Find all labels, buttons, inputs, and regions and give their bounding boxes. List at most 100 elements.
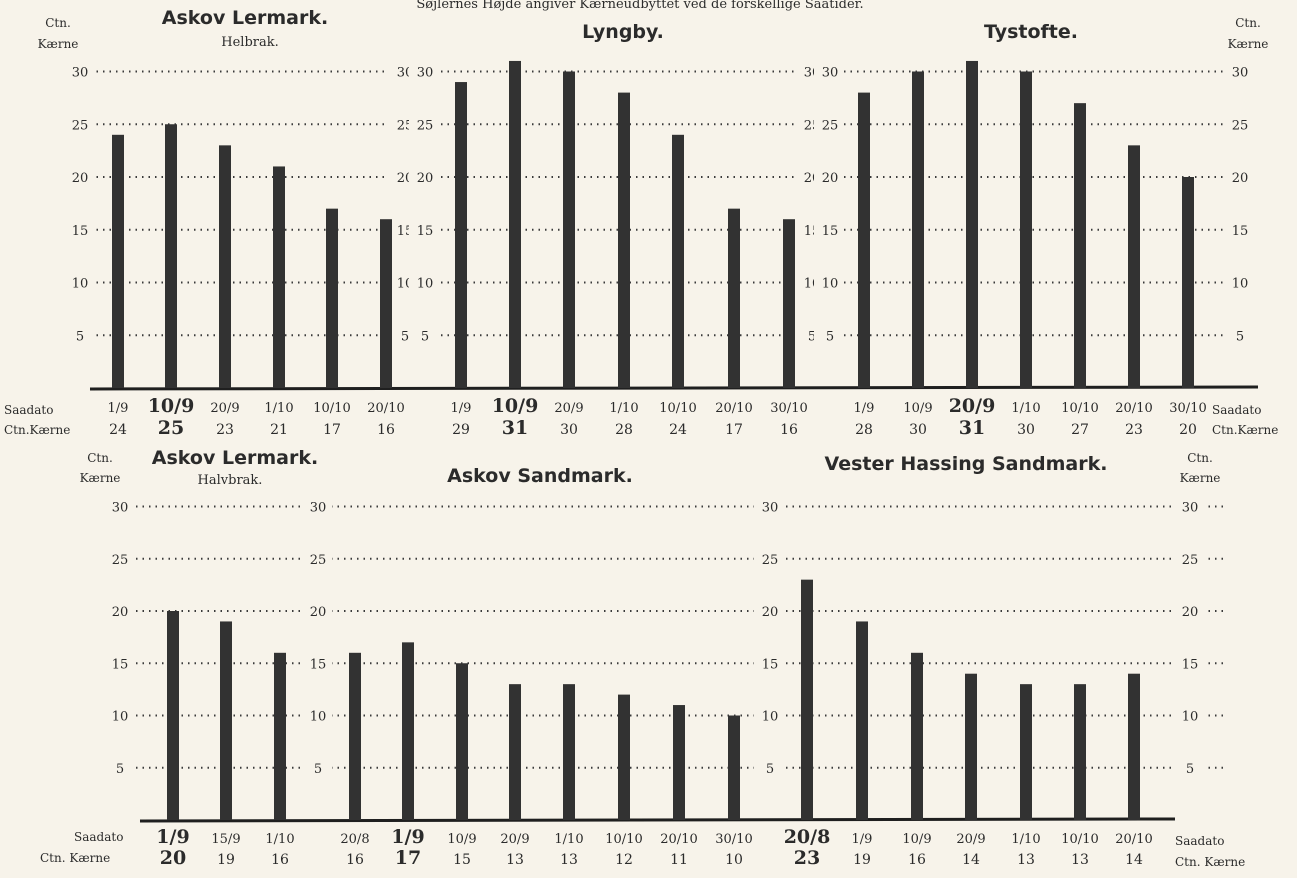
y-tick-label: 15 bbox=[1182, 657, 1199, 672]
tick-label-bg bbox=[409, 220, 439, 239]
x-tick-label-date: 30/10 bbox=[1169, 401, 1206, 416]
y-tick-label: 20 bbox=[310, 605, 327, 620]
tick-label-bg bbox=[1174, 602, 1204, 620]
y-tick-label: 10 bbox=[417, 277, 434, 292]
data-label: 20 bbox=[1179, 422, 1197, 438]
tick-label-bg bbox=[754, 706, 784, 725]
bar bbox=[728, 715, 740, 820]
tick-label-bg bbox=[64, 220, 94, 239]
bar bbox=[1074, 103, 1086, 389]
tick-label-bg bbox=[754, 549, 784, 568]
panel-subtitle: Halvbrak. bbox=[198, 473, 263, 488]
x-tick-label-date: 1/9 bbox=[108, 401, 129, 416]
y-axis-label-ctn-right-bottom: Ctn. bbox=[1187, 451, 1213, 465]
tick-label-bg bbox=[754, 602, 784, 620]
bar bbox=[673, 705, 685, 820]
y-axis-label-kaerne-left-bottom: Kærne bbox=[80, 471, 121, 485]
data-label: 28 bbox=[855, 422, 873, 438]
tick-label-bg bbox=[64, 168, 94, 186]
tick-label-bg bbox=[302, 497, 332, 516]
y-tick-label: 15 bbox=[822, 224, 839, 239]
tick-label-bg bbox=[409, 326, 439, 345]
data-label: 29 bbox=[452, 422, 470, 438]
x-tick-label-date: 20/9 bbox=[554, 401, 583, 416]
tick-label-bg bbox=[64, 326, 94, 345]
panel-title: Lyngby. bbox=[582, 21, 664, 43]
x-tick-label-date: 20/9 bbox=[956, 832, 985, 847]
panel-title: Vester Hassing Sandmark. bbox=[825, 453, 1108, 475]
data-label: 13 bbox=[560, 852, 578, 868]
y-tick-label: 10 bbox=[762, 710, 779, 725]
y-tick-label: 15 bbox=[1232, 224, 1249, 239]
y-tick-label: 5 bbox=[766, 762, 774, 777]
data-label: 14 bbox=[1125, 852, 1143, 868]
y-tick-label: 15 bbox=[310, 657, 327, 672]
bar bbox=[618, 92, 630, 388]
tick-label-bg bbox=[104, 654, 134, 673]
data-label: 14 bbox=[962, 852, 980, 868]
data-label: 17 bbox=[323, 422, 341, 438]
tick-label-bg bbox=[1174, 497, 1204, 516]
y-tick-label: 20 bbox=[1232, 171, 1249, 186]
bar bbox=[380, 219, 392, 388]
y-tick-label: 5 bbox=[401, 329, 409, 344]
x-tick-label-date: 10/10 bbox=[605, 832, 642, 847]
y-tick-label: 30 bbox=[762, 501, 779, 516]
tick-label-bg bbox=[302, 758, 332, 777]
y-tick-label: 20 bbox=[762, 605, 779, 620]
x-tick-label-date: 1/10 bbox=[264, 401, 293, 416]
bar-panel: Lyngby.51015202530510152025301/92910/931… bbox=[409, 21, 826, 439]
y-tick-label: 10 bbox=[112, 710, 129, 725]
y-tick-label: 30 bbox=[1182, 501, 1199, 516]
data-label: 12 bbox=[615, 852, 633, 868]
bar bbox=[509, 684, 521, 820]
x-axis-label-saadato-right-top: Saadato bbox=[1212, 403, 1261, 417]
x-tick-label-date: 10/10 bbox=[313, 401, 350, 416]
y-axis-label-ctn-left-bottom: Ctn. bbox=[87, 451, 113, 465]
y-tick-label: 30 bbox=[72, 66, 89, 81]
y-tick-label: 10 bbox=[822, 277, 839, 292]
x-axis-label-saadato-left-bottom: Saadato bbox=[74, 830, 123, 844]
bar-panel: Askov Lermark. Halvbrak. 5 10 15 20 25 30 5 10 15 2… bbox=[104, 447, 332, 869]
x-tick-label-date: 1/9 bbox=[156, 826, 189, 848]
bar-panel: Askov Sandmark. 5 10 15 20 25 30 5 10 15 20 25 30 20/… bbox=[302, 465, 784, 869]
y-tick-label: 20 bbox=[112, 605, 129, 620]
tick-label-bg bbox=[104, 497, 134, 516]
data-label: 16 bbox=[271, 852, 289, 868]
x-tick-label-date: 10/10 bbox=[1061, 401, 1098, 416]
data-label: 19 bbox=[217, 852, 235, 868]
bar bbox=[455, 82, 467, 389]
x-tick-label-date: 1/10 bbox=[609, 401, 638, 416]
bar bbox=[112, 134, 124, 388]
data-label: 13 bbox=[506, 852, 524, 868]
y-tick-label: 5 bbox=[826, 329, 834, 344]
tick-label-bg bbox=[1174, 758, 1204, 777]
bar bbox=[456, 663, 468, 820]
panel-subtitle: Helbrak. bbox=[221, 35, 278, 50]
tick-label-bg bbox=[64, 273, 94, 292]
y-tick-label: 30 bbox=[822, 66, 839, 81]
bar bbox=[965, 673, 977, 820]
x-tick-label-date: 10/9 bbox=[148, 395, 195, 417]
y-axis-label-ctn-kaerne-right-top: Ctn.Kærne bbox=[1212, 423, 1278, 437]
tick-label-bg bbox=[1174, 654, 1204, 673]
data-label: 15 bbox=[453, 852, 471, 868]
tick-label-bg bbox=[754, 497, 784, 516]
y-tick-label: 20 bbox=[72, 171, 89, 186]
y-tick-label: 25 bbox=[1232, 118, 1249, 133]
x-axis-baseline bbox=[139, 817, 1176, 823]
bar bbox=[349, 652, 361, 820]
bar bbox=[274, 652, 286, 820]
panel-title: Askov Lermark. bbox=[152, 447, 318, 469]
tick-label-bg bbox=[814, 326, 844, 345]
panel-title: Askov Lermark. bbox=[162, 7, 328, 29]
tick-label-bg bbox=[814, 168, 844, 186]
x-tick-label-date: 10/10 bbox=[1061, 832, 1098, 847]
bar bbox=[273, 166, 285, 388]
x-tick-label-date: 1/9 bbox=[852, 832, 873, 847]
y-tick-label: 25 bbox=[417, 118, 434, 133]
y-tick-label: 5 bbox=[808, 329, 816, 344]
y-tick-label: 30 bbox=[112, 501, 129, 516]
x-tick-label-date: 1/10 bbox=[1011, 832, 1040, 847]
